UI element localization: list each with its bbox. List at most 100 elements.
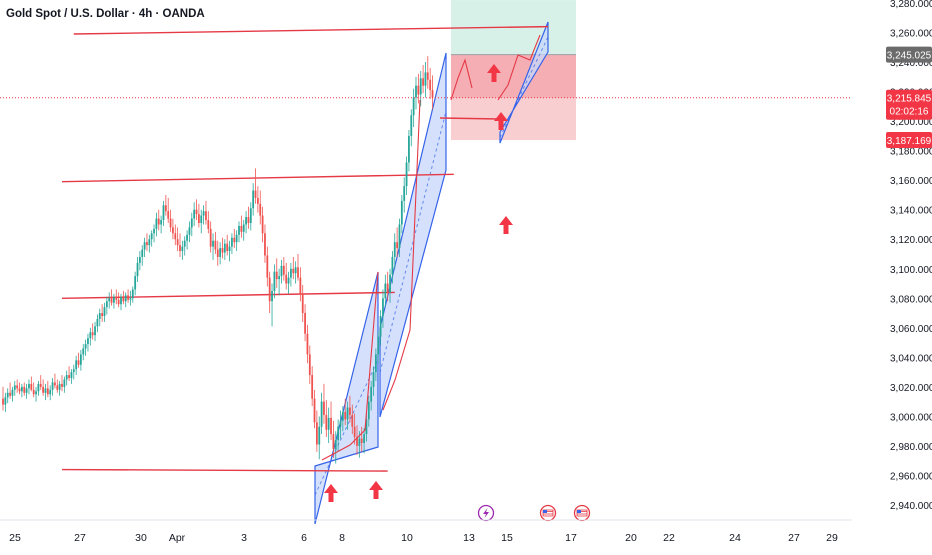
- candle-body: [330, 417, 332, 435]
- price-tick-label: 3,260.000: [890, 29, 932, 40]
- time-axis[interactable]: 25 27 30 Apr 3 6 8 10 13 15 17 20 22 24 27 29: [9, 532, 838, 544]
- candle-body: [313, 398, 316, 423]
- price-tick-label: 3,200.000: [890, 117, 932, 128]
- price-tick-label: 3,080.000: [890, 294, 932, 305]
- candle-body: [89, 332, 92, 339]
- candle-body: [51, 382, 54, 390]
- candle-body: [103, 307, 106, 317]
- candle-body: [84, 344, 87, 349]
- price-tick-label: 3,020.000: [890, 383, 932, 394]
- candle-body: [351, 414, 354, 427]
- candle-body: [365, 419, 368, 435]
- price-tick-label: 3,100.000: [890, 265, 932, 276]
- candle-body: [231, 237, 233, 247]
- candle-body: [87, 338, 89, 345]
- candle-body: [124, 295, 127, 302]
- price-tick-label: 3,180.000: [890, 147, 932, 158]
- candle-body: [360, 438, 363, 443]
- candle-body: [431, 90, 434, 98]
- candle-body: [131, 289, 134, 299]
- candle-body: [252, 190, 255, 209]
- candle-body: [75, 360, 78, 370]
- candle-body: [254, 190, 257, 198]
- candle-body: [320, 401, 323, 427]
- candle-body: [346, 407, 349, 420]
- candle-body: [424, 72, 427, 86]
- candle-body: [136, 262, 139, 277]
- candle-body: [377, 336, 380, 355]
- candle-body: [108, 298, 111, 302]
- horizontal-line-2: [61, 173, 454, 183]
- candle-body: [356, 437, 358, 446]
- candle-body: [190, 218, 193, 228]
- candle-body: [195, 209, 198, 215]
- candle-body: [98, 313, 101, 319]
- candle-body: [275, 271, 278, 280]
- arrow-up-icon: [487, 64, 501, 82]
- time-tick-label: 8: [339, 532, 345, 544]
- candle-body: [349, 407, 351, 415]
- candle-body: [70, 372, 73, 379]
- price-tag-value: 3,245.025: [887, 51, 932, 62]
- candle-body: [323, 401, 325, 415]
- candle-body: [268, 277, 271, 302]
- candle-body: [179, 245, 181, 252]
- candle-body: [181, 246, 184, 252]
- candle-body: [30, 383, 33, 390]
- candle-body: [58, 383, 61, 390]
- candle-body: [193, 209, 196, 219]
- candle-body: [155, 218, 158, 229]
- candle-body: [6, 392, 9, 398]
- candle-body: [216, 249, 219, 257]
- candle-body: [122, 296, 125, 302]
- flag-canton: [543, 510, 547, 513]
- candle-body: [174, 233, 177, 240]
- candle-body: [79, 354, 82, 365]
- arrow-up-icon: [324, 484, 338, 502]
- candle-body: [39, 383, 42, 387]
- candle-body: [287, 277, 290, 284]
- candle-body: [205, 211, 207, 221]
- price-tick-label: 3,040.000: [890, 353, 932, 364]
- candle-body: [186, 234, 188, 241]
- candle-body: [134, 276, 137, 290]
- candle-body: [408, 135, 410, 163]
- candle-body: [238, 225, 240, 235]
- candle-body: [228, 246, 231, 252]
- candle-body: [391, 256, 394, 275]
- candle-body: [429, 79, 432, 91]
- candle-body: [143, 242, 146, 250]
- candle-body: [308, 354, 311, 376]
- flag-canton: [577, 510, 581, 513]
- candles: [2, 56, 434, 464]
- candle-body: [188, 227, 191, 235]
- buy-arrow-icon: [324, 484, 338, 502]
- candle-body: [403, 186, 406, 201]
- candle-body: [344, 411, 347, 420]
- candle-body: [240, 225, 243, 232]
- entry-marker-line: [439, 117, 501, 120]
- candle-body: [54, 382, 56, 386]
- time-tick-label: 20: [625, 532, 637, 544]
- price-tick-label: 3,160.000: [890, 176, 932, 187]
- candle-body: [110, 298, 113, 303]
- time-tick-label: Apr: [169, 532, 186, 544]
- horizontal-line-3: [61, 291, 395, 299]
- candle-body: [304, 313, 306, 334]
- candle-body: [11, 389, 14, 396]
- lightning-icon: [483, 508, 489, 518]
- time-tick-label: 25: [9, 532, 21, 544]
- time-tick-label: 6: [301, 532, 307, 544]
- candle-body: [280, 265, 283, 277]
- time-tick-label: 29: [826, 532, 838, 544]
- candle-body: [183, 240, 186, 247]
- price-tag-value: 3,187.169: [887, 136, 932, 147]
- candle-body: [245, 217, 247, 225]
- candle-body: [259, 203, 262, 216]
- price-tag-value: 3,215.845: [887, 94, 932, 105]
- price-tag-countdown: 02:02:16: [890, 107, 929, 118]
- candle-body: [389, 274, 391, 293]
- candle-body: [46, 388, 49, 395]
